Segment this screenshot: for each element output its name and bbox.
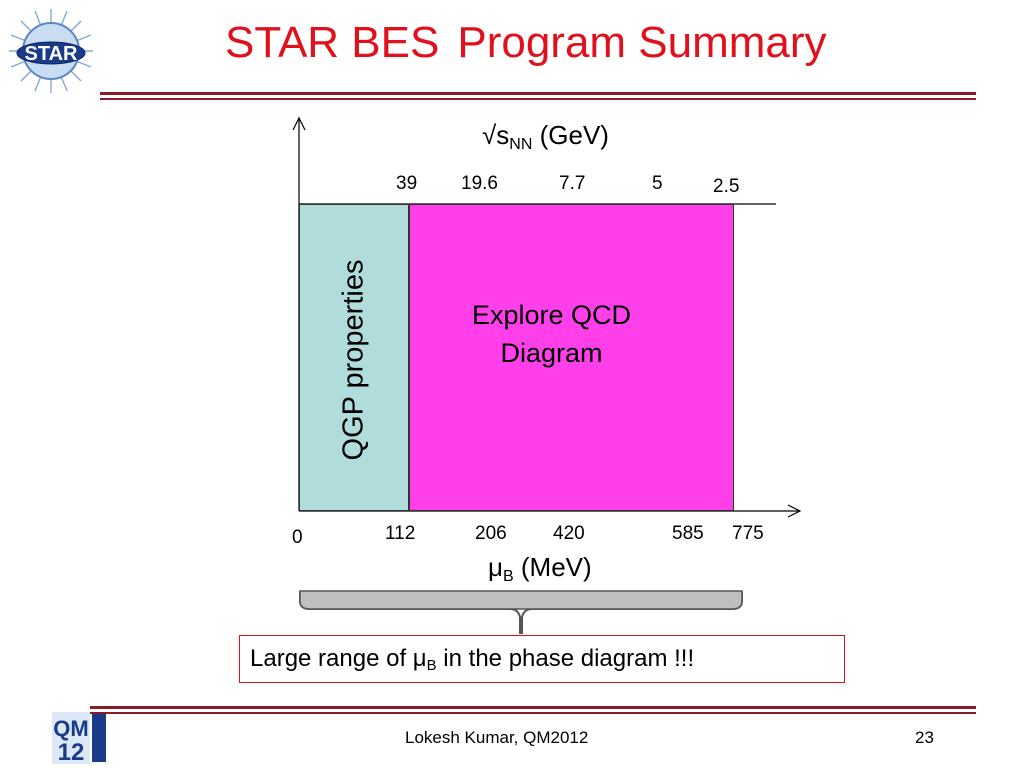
star-logo: STAR (9, 9, 93, 93)
qm12-logo: QM 12 (52, 712, 106, 766)
top-axis-title: √sNN (GeV) (482, 120, 609, 153)
star-logo-text: STAR (25, 43, 79, 65)
top-tick-label: 5 (652, 173, 663, 194)
footer-divider-thin (90, 712, 976, 714)
page-title: STAR BES Program Summary (225, 18, 827, 68)
bottom-tick-label: 112 (385, 523, 416, 544)
explore-region (409, 204, 734, 511)
title-part2: Program Summary (457, 18, 827, 67)
footer-author: Lokesh Kumar, QM2012 (405, 728, 589, 747)
title-divider-thin (100, 98, 976, 100)
top-tick-label: 2.5 (713, 176, 740, 197)
bottom-axis-arrow (787, 504, 802, 518)
range-note: Large range of μB in the phase diagram !… (239, 635, 845, 683)
bottom-tick-label: 775 (732, 523, 764, 544)
bottom-tick-label: 0 (292, 527, 303, 548)
top-tick-label: 7.7 (559, 173, 586, 194)
qgp-label: QGP properties (337, 259, 370, 461)
top-tick-label: 19.6 (461, 173, 498, 194)
svg-text:QM: QM (53, 716, 88, 741)
vertical-axis-arrow (292, 116, 306, 131)
explore-label: Explore QCD Diagram (409, 296, 694, 372)
bottom-tick-label: 420 (553, 523, 585, 544)
top-tick-label: 39 (396, 173, 418, 194)
page-number: 23 (915, 728, 934, 747)
explore-label-line1: Explore QCD (471, 300, 632, 330)
bottom-tick-label: 206 (475, 523, 507, 544)
title-divider (100, 92, 976, 95)
title-part1: STAR BES (225, 18, 440, 67)
bottom-axis-title: μB (MeV) (488, 552, 592, 585)
range-brace (299, 590, 743, 634)
explore-label-line2: Diagram (500, 338, 603, 368)
qgp-region (299, 204, 409, 511)
bottom-tick-label: 585 (672, 523, 704, 544)
svg-text:12: 12 (58, 739, 85, 766)
footer-divider (90, 706, 976, 709)
